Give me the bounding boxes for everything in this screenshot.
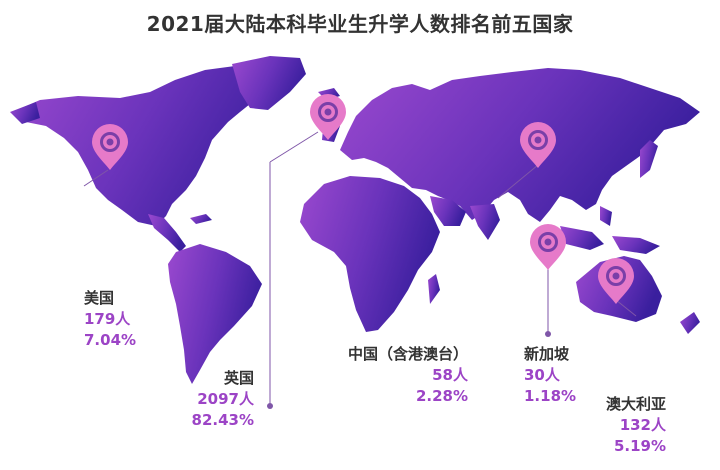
south-america-landmass — [168, 244, 262, 384]
eurasia-landmass — [340, 68, 700, 222]
label-china: 中国（含港澳台） 58人 2.28% — [300, 344, 468, 407]
country-percent: 1.18% — [524, 387, 577, 405]
country-name: 中国（含港澳台） — [347, 345, 468, 363]
location-pin-icon — [598, 258, 634, 304]
country-percent: 5.19% — [613, 437, 666, 455]
arabian-peninsula — [430, 196, 466, 226]
location-pin-icon — [530, 224, 566, 270]
leader-end-singapore — [545, 331, 551, 337]
country-percent: 7.04% — [84, 331, 137, 349]
caribbean-islands — [190, 214, 212, 224]
label-uk: 英国 2097人 82.43% — [160, 368, 254, 431]
location-pin-icon — [310, 94, 346, 140]
southeast-asia-islands — [560, 226, 604, 250]
leader-line-usa — [83, 169, 109, 187]
country-percent: 2.28% — [415, 387, 468, 405]
new-zealand-landmass — [680, 312, 700, 334]
leader-line-australia — [615, 299, 637, 317]
leader-lines — [83, 131, 637, 406]
alaska-landmass — [10, 102, 40, 124]
country-name: 英国 — [223, 369, 254, 387]
country-name: 新加坡 — [524, 345, 570, 363]
philippines-landmass — [600, 206, 612, 226]
country-name: 澳大利亚 — [605, 395, 666, 413]
greenland-landmass — [232, 56, 306, 110]
country-count: 58人 — [432, 366, 468, 384]
leader-end-uk — [267, 403, 273, 409]
location-pin-icon — [520, 122, 556, 168]
location-pin-icon — [92, 124, 128, 170]
africa-landmass — [300, 176, 440, 332]
leader-line-china — [497, 164, 539, 199]
leader-line-uk — [269, 131, 319, 163]
map-title: 2021届大陆本科毕业生升学人数排名前五国家 — [146, 12, 574, 36]
india-subcontinent — [470, 204, 500, 240]
label-usa: 美国 179人 7.04% — [84, 288, 136, 351]
japan-landmass — [640, 140, 658, 178]
country-count: 30人 — [524, 366, 560, 384]
indonesia-east-landmass — [612, 236, 660, 254]
country-count: 132人 — [619, 416, 666, 434]
country-count: 179人 — [84, 310, 131, 328]
country-name: 美国 — [84, 289, 115, 307]
label-australia: 澳大利亚 132人 5.19% — [580, 394, 666, 457]
north-america-landmass — [12, 64, 285, 226]
label-singapore: 新加坡 30人 1.18% — [524, 344, 576, 407]
madagascar-landmass — [428, 274, 440, 304]
country-count: 2097人 — [197, 390, 254, 408]
country-percent: 82.43% — [191, 411, 254, 429]
central-america-landmass — [148, 214, 186, 252]
